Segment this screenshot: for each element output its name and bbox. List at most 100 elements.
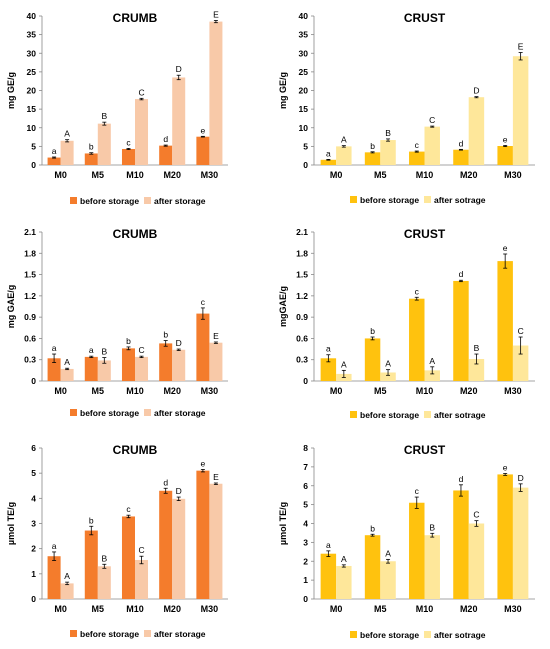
significance-letter: A [385, 359, 391, 369]
significance-letter: c [415, 286, 420, 296]
y-tick-label: 10 [27, 123, 37, 133]
legend-swatch [424, 411, 431, 418]
x-tick-label: M0 [330, 170, 343, 180]
chart-panel: CRUST00.30.60.91.21.51.82.1mgGAE/gM0aAM5… [278, 227, 535, 420]
bar [135, 356, 149, 381]
significance-letter: d [163, 477, 168, 487]
y-tick-label: 0.9 [296, 312, 308, 322]
y-tick-label: 0 [31, 376, 36, 386]
y-axis-label: µmol TE/g [6, 502, 16, 545]
significance-letter: e [201, 125, 206, 135]
y-tick-label: 0 [303, 594, 308, 604]
significance-letter: A [341, 359, 347, 369]
bar [47, 157, 61, 165]
legend-label: before storage [360, 195, 419, 205]
x-tick-label: M0 [54, 604, 67, 614]
bar [60, 140, 74, 165]
bar [47, 358, 61, 381]
legend-label: after sotrage [434, 410, 486, 420]
y-axis-label: mg GE/g [278, 72, 288, 109]
bar [209, 342, 223, 381]
significance-letter: b [126, 336, 131, 346]
y-tick-label: 2 [303, 556, 308, 566]
significance-letter: C [138, 345, 144, 355]
bar [512, 345, 529, 381]
x-tick-label: M5 [92, 604, 105, 614]
legend-swatch [70, 409, 77, 416]
significance-letter: a [89, 345, 94, 355]
y-tick-label: 4 [31, 493, 36, 503]
x-tick-label: M20 [163, 604, 181, 614]
x-tick-label: M10 [416, 386, 434, 396]
bar [209, 21, 223, 166]
significance-letter: D [176, 486, 182, 496]
x-tick-label: M5 [92, 386, 105, 396]
significance-letter: E [213, 9, 219, 19]
bar [497, 261, 513, 381]
y-tick-label: 25 [27, 67, 37, 77]
bar [468, 523, 485, 599]
significance-letter: B [385, 128, 391, 138]
significance-letter: A [64, 357, 70, 367]
legend-swatch [424, 631, 431, 638]
y-tick-label: 0.3 [296, 355, 308, 365]
y-tick-label: 4 [303, 519, 308, 529]
bar [60, 368, 74, 381]
bar [424, 370, 440, 381]
y-tick-label: 15 [299, 104, 309, 114]
x-tick-label: M0 [54, 170, 67, 180]
legend-label: after storage [154, 196, 206, 206]
bar [196, 136, 210, 165]
significance-letter: A [429, 356, 435, 366]
y-tick-label: 0 [303, 376, 308, 386]
x-tick-label: M10 [416, 604, 434, 614]
bar [196, 470, 210, 599]
x-tick-label: M0 [330, 386, 343, 396]
y-tick-label: 0 [303, 160, 308, 170]
x-tick-label: M20 [460, 604, 478, 614]
significance-letter: D [176, 64, 182, 74]
bar [47, 556, 61, 599]
y-tick-label: 30 [27, 48, 37, 58]
y-tick-label: 3 [303, 537, 308, 547]
legend-label: before storage [80, 408, 139, 418]
y-tick-label: 5 [31, 468, 36, 478]
significance-letter: b [89, 142, 94, 152]
bar [84, 356, 98, 381]
bar [159, 490, 173, 599]
significance-letter: B [429, 522, 435, 532]
chart-title: CRUST [404, 443, 446, 457]
y-tick-label: 1 [31, 569, 36, 579]
y-tick-label: 2 [31, 544, 36, 554]
bar [121, 348, 135, 381]
significance-letter: b [370, 141, 375, 151]
y-tick-label: 7 [303, 462, 308, 472]
significance-letter: b [370, 326, 375, 336]
chart-title: CRUMB [113, 443, 158, 457]
significance-letter: D [473, 86, 479, 96]
y-axis-label: mg GE/g [6, 72, 16, 109]
bar [159, 145, 173, 165]
significance-letter: A [385, 548, 391, 558]
significance-letter: D [176, 338, 182, 348]
x-tick-label: M20 [460, 170, 478, 180]
legend-swatch [70, 197, 77, 204]
legend-label: before storage [80, 196, 139, 206]
bar [512, 56, 529, 166]
bar [409, 151, 425, 165]
y-tick-label: 6 [303, 481, 308, 491]
x-tick-label: M30 [504, 386, 522, 396]
y-tick-label: 2.1 [24, 227, 36, 237]
bar [497, 146, 513, 165]
bar [364, 535, 381, 599]
bar [121, 516, 135, 599]
legend-swatch [350, 196, 357, 203]
legend-swatch [70, 630, 77, 637]
y-tick-label: 1.8 [24, 248, 36, 258]
significance-letter: C [138, 87, 144, 97]
bar [336, 565, 352, 599]
significance-letter: E [213, 472, 219, 482]
x-tick-label: M0 [54, 386, 67, 396]
x-tick-label: M10 [126, 170, 144, 180]
